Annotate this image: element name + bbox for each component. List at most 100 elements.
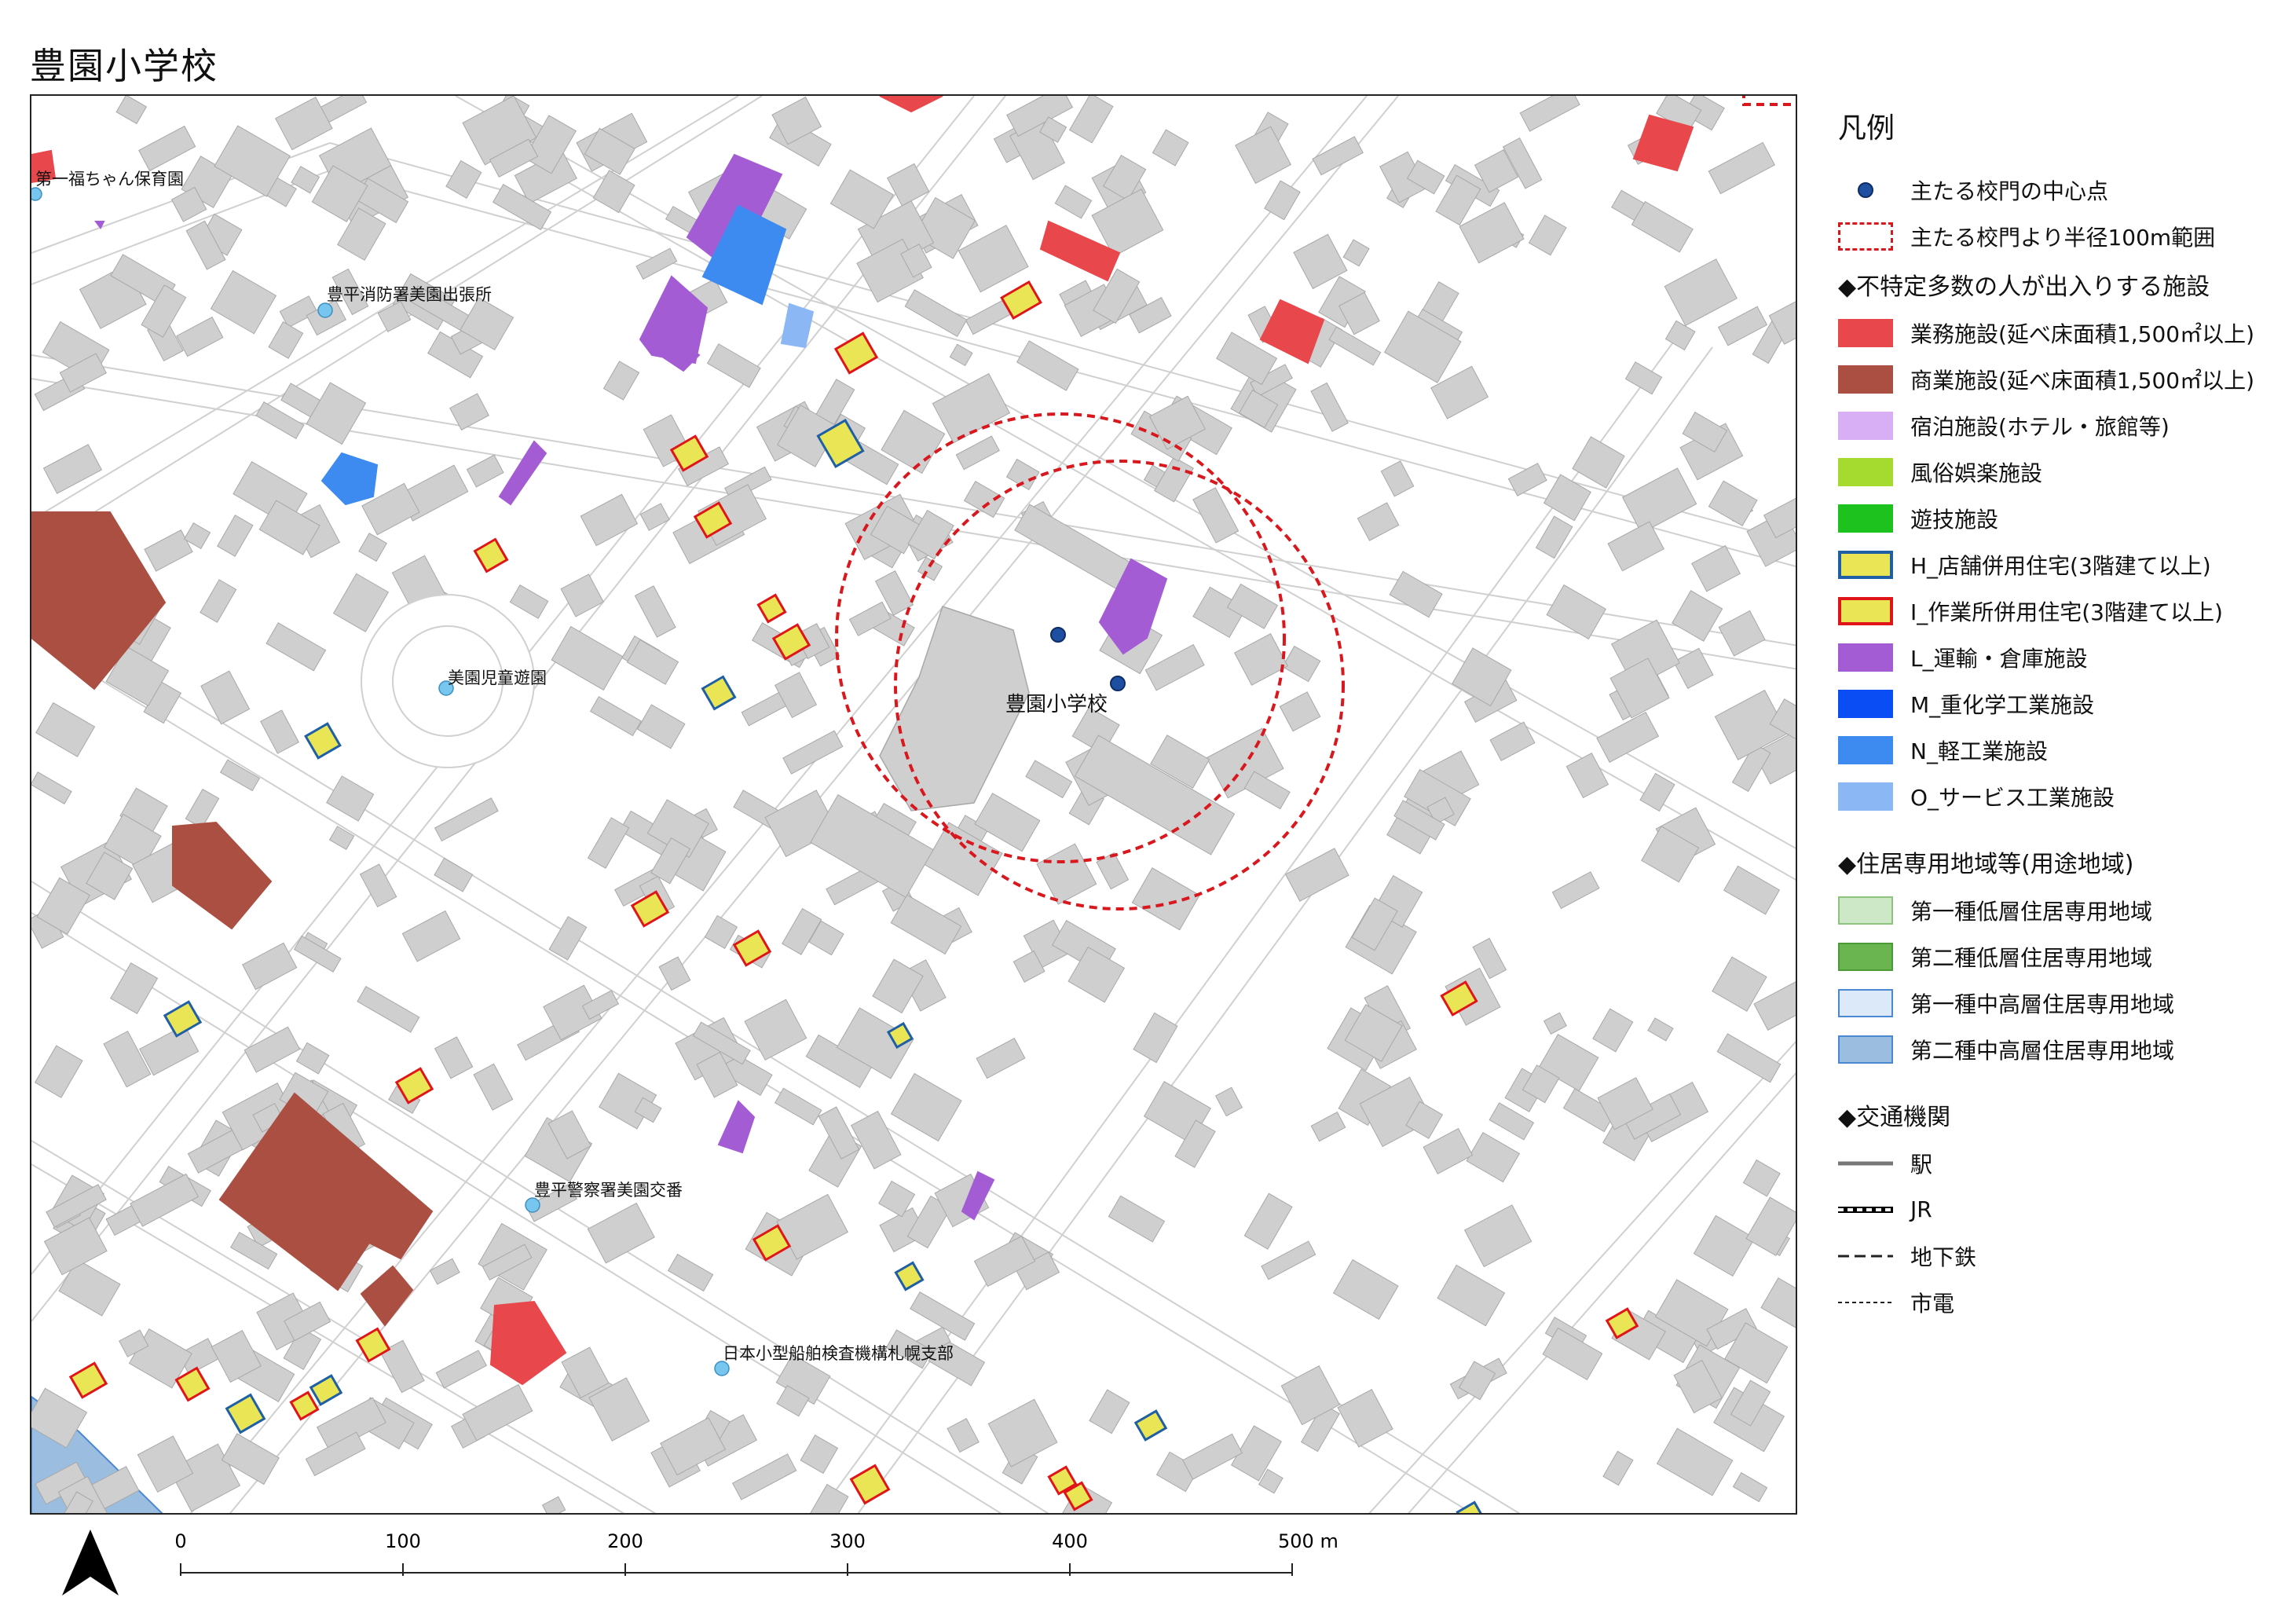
building bbox=[103, 813, 162, 870]
facility-workshop-house-0 bbox=[1000, 280, 1042, 321]
facility-workshop-house-2 bbox=[669, 434, 709, 472]
building bbox=[1682, 412, 1728, 453]
building bbox=[548, 916, 588, 961]
legend-facility-6: I_作業所併用住宅(3階建て以上) bbox=[1838, 588, 2278, 634]
building bbox=[1214, 1086, 1243, 1117]
building bbox=[810, 794, 934, 898]
building bbox=[848, 601, 892, 636]
building bbox=[1279, 691, 1321, 732]
building bbox=[331, 268, 369, 316]
building bbox=[214, 125, 291, 197]
facility-business-1 bbox=[31, 149, 57, 184]
north-arrow-icon bbox=[59, 1528, 122, 1602]
building bbox=[1641, 826, 1700, 883]
facility-commercial-2 bbox=[172, 821, 273, 930]
poi-police-box[interactable]: 豊平警察署美園交番 bbox=[525, 1181, 683, 1213]
building bbox=[489, 138, 539, 178]
building bbox=[1708, 141, 1776, 195]
building bbox=[541, 1496, 566, 1513]
poi-fire-station[interactable]: 豊平消防署美園出張所 bbox=[317, 285, 492, 318]
range-edge bbox=[1742, 96, 1796, 106]
facility-workshop-house-18 bbox=[1440, 980, 1478, 1017]
building bbox=[1389, 570, 1443, 618]
gate-point-2[interactable] bbox=[1110, 676, 1126, 691]
school-building bbox=[879, 606, 1030, 812]
building bbox=[434, 857, 474, 892]
building bbox=[782, 730, 844, 775]
road-4 bbox=[31, 606, 1521, 1513]
facility-workshop-house-7 bbox=[630, 890, 670, 928]
building bbox=[1182, 1433, 1243, 1480]
building bbox=[284, 1301, 331, 1342]
building bbox=[1543, 474, 1591, 522]
building bbox=[1435, 174, 1481, 226]
legend-facility-2-label: 宿泊施設(ホテル・旅館等) bbox=[1910, 413, 2170, 440]
building bbox=[1258, 1468, 1283, 1494]
building bbox=[328, 826, 355, 851]
building bbox=[54, 1491, 93, 1513]
building bbox=[658, 956, 691, 991]
building bbox=[1718, 610, 1766, 657]
legend-gate-point-label: 主たる校門の中心点 bbox=[1910, 178, 2109, 204]
map-frame[interactable]: 豊園小学校 第一福ちゃん保育園 豊平消防署美園出張所 美園児童遊園 豊平警察署美… bbox=[30, 94, 1797, 1515]
poi-fire-station-icon bbox=[317, 302, 333, 318]
building bbox=[1730, 1379, 1771, 1427]
legend-facility-5-label: H_店舗併用住宅(3階建て以上) bbox=[1910, 552, 2211, 579]
building bbox=[890, 1072, 962, 1142]
building bbox=[1038, 116, 1067, 143]
legend-transport-3: 市電 bbox=[1838, 1279, 2278, 1325]
building bbox=[460, 297, 514, 351]
scale-tick-label-0: 0 bbox=[174, 1530, 186, 1552]
facility-shop-house-8 bbox=[1133, 1409, 1168, 1442]
legend-facility-6-label: I_作業所併用住宅(3階建て以上) bbox=[1910, 599, 2223, 625]
poi-nursery[interactable]: 第一福ちゃん保育園 bbox=[31, 170, 184, 201]
building bbox=[587, 1202, 655, 1264]
building bbox=[910, 1291, 976, 1341]
building bbox=[1150, 735, 1210, 789]
legend-transport-1-symbol bbox=[1838, 1196, 1893, 1224]
building bbox=[1054, 185, 1093, 219]
legend-section-zoning: ◆住居専用地域等(用途地域) bbox=[1838, 851, 2134, 878]
legend-facility-6-symbol bbox=[1838, 596, 1893, 625]
building bbox=[1673, 647, 1714, 689]
gate-point-1[interactable] bbox=[1050, 627, 1066, 643]
building bbox=[379, 1339, 425, 1394]
facility-shop-house-5 bbox=[894, 1261, 925, 1291]
poi-park[interactable]: 美園児童遊園 bbox=[438, 669, 547, 696]
facility-workshop-house-13 bbox=[289, 1390, 320, 1421]
building bbox=[434, 797, 499, 842]
building bbox=[435, 1350, 488, 1389]
facility-business-2 bbox=[1039, 220, 1121, 282]
building bbox=[949, 343, 973, 367]
building bbox=[635, 247, 678, 280]
building bbox=[584, 127, 635, 175]
building bbox=[1437, 1264, 1506, 1327]
building bbox=[1093, 268, 1141, 324]
building bbox=[42, 444, 103, 494]
map-canvas[interactable]: 豊園小学校 第一福ちゃん保育園 豊平消防署美園出張所 美園児童遊園 豊平警察署美… bbox=[31, 96, 1797, 1515]
poi-ship-inspection[interactable]: 日本小型船舶検査機構札幌支部 bbox=[714, 1344, 954, 1376]
building bbox=[900, 244, 932, 278]
building bbox=[1664, 258, 1738, 327]
building bbox=[1243, 771, 1291, 810]
building bbox=[357, 986, 420, 1033]
building bbox=[588, 1377, 650, 1442]
building bbox=[105, 646, 170, 707]
building bbox=[878, 1180, 916, 1218]
building bbox=[1144, 643, 1205, 691]
building bbox=[602, 361, 640, 401]
building bbox=[1760, 1277, 1796, 1335]
building bbox=[1714, 689, 1789, 760]
building bbox=[170, 186, 207, 222]
building bbox=[974, 793, 1041, 852]
building bbox=[1332, 1258, 1399, 1321]
building bbox=[1284, 848, 1349, 902]
building bbox=[704, 914, 738, 950]
building bbox=[144, 529, 193, 572]
building bbox=[1712, 956, 1767, 1012]
building bbox=[361, 482, 420, 536]
legend-facility-2-symbol bbox=[1838, 411, 1893, 440]
facility-workshop-house-12 bbox=[174, 1366, 211, 1402]
building bbox=[1592, 1008, 1634, 1053]
building bbox=[326, 775, 375, 822]
